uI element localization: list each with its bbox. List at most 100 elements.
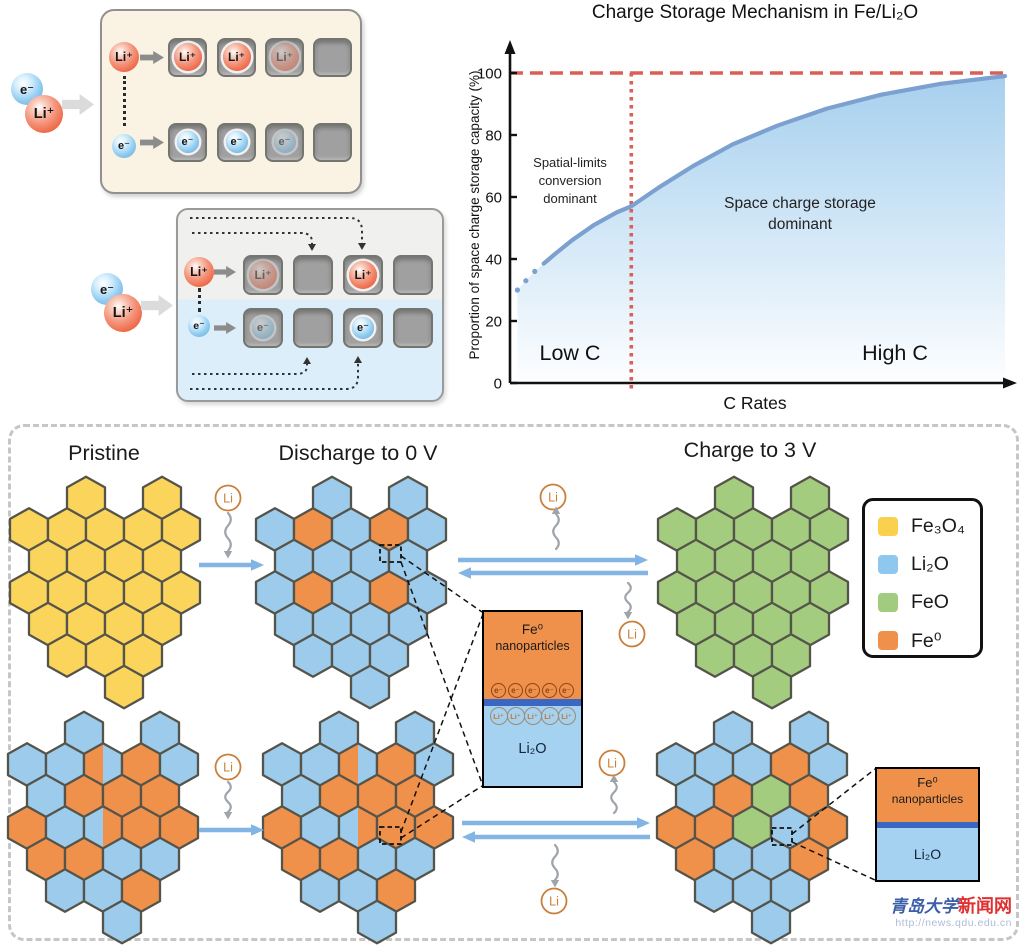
legend-label-li2o: Li₂O (911, 553, 949, 575)
cluster-charge-top (656, 475, 850, 710)
zoom-square (379, 826, 402, 845)
annotation-spatial-line1: Spatial-limits (533, 155, 607, 170)
hex-cell (44, 868, 86, 913)
watermark: 青岛大学新闻网 http://news.qdu.edu.cn (890, 896, 1012, 929)
chart-charge-storage: 0 20 40 60 80 100 Charge Storage Mechanism in… (467, 2, 1017, 413)
y-tick-label: 0 (494, 376, 502, 393)
electron-dot: e⁻ (525, 683, 540, 698)
zoom-connector (400, 555, 483, 613)
wavy-arrow (624, 581, 632, 614)
li-transfer-marker: Li (540, 843, 568, 915)
storage-cell (313, 38, 352, 77)
legend-item-fe0: Fe⁰ (878, 626, 980, 655)
li-circle-label: Li (607, 757, 617, 771)
electron-source: e⁻ (188, 315, 210, 337)
hex-half-right (358, 806, 377, 849)
hex-half-left (84, 743, 103, 786)
hex-half-right (103, 743, 122, 786)
electron-dot: e⁻ (559, 683, 574, 698)
interface-strip (484, 699, 581, 706)
wavy-arrowhead (550, 880, 560, 888)
legend-label-feo: FeO (911, 591, 949, 613)
li-circle-label: Li (627, 628, 637, 642)
pairing-dotted-line (197, 288, 201, 312)
curve-area-fill (517, 76, 1005, 383)
interface-strip-right (877, 822, 978, 828)
watermark-url: http://news.qdu.edu.cn (895, 917, 1012, 930)
li-circle (214, 753, 242, 781)
hex-cell (694, 633, 736, 678)
hex-cell (693, 868, 735, 913)
storage-cell (293, 255, 333, 295)
cluster-bottom-left (6, 710, 200, 945)
flow-arrow-head (251, 559, 264, 571)
li-circle-label: Li (223, 761, 233, 775)
wavy-arrowhead (551, 506, 561, 514)
legend-label-fe3o4: Fe₃O₄ (911, 515, 965, 537)
legend-label-fe0: Fe⁰ (911, 629, 942, 652)
hex-cell (299, 868, 341, 913)
annotation-space-charge-line2: dominant (768, 216, 832, 233)
li-transfer-marker: Li (539, 483, 567, 551)
hex-cell (103, 664, 145, 710)
li-transfer-marker: Li (598, 749, 626, 815)
hexagon-diagram: Li Li Li Li Li Li (6, 475, 876, 945)
hop-dotted-path (192, 232, 313, 246)
y-tick-label: 100 (477, 66, 502, 83)
li-ion-in-cell: Li⁺ (349, 261, 377, 289)
inset-main-nanoparticles-label: nanoparticles (495, 639, 570, 653)
pairing-dotted-line (122, 76, 126, 126)
chart-ylabel: Proportion of space charge storage capac… (467, 71, 482, 360)
electron-in-cell: e⁻ (352, 317, 374, 339)
legend-item-fe3o4: Fe₃O₄ (878, 512, 980, 541)
legend-item-li2o: Li₂O (878, 550, 980, 579)
electron-in-cell: e⁻ (252, 317, 274, 339)
li-ion-in-cell: Li⁺ (173, 43, 202, 71)
hop-arrowhead (354, 356, 362, 363)
cluster-discharge-top (254, 475, 448, 710)
zoom-connector (400, 785, 483, 839)
bottom-panel-border (8, 424, 1019, 941)
inset-right-nanoparticles-label: nanoparticles (891, 792, 964, 806)
annotation-space-charge-line1: Space charge storage (724, 195, 876, 212)
wavy-arrowhead (623, 612, 633, 620)
electron-in-cell: e⁻ (225, 131, 248, 153)
annotation-spatial-line3: dominant (543, 191, 597, 206)
li-ion-source: Li⁺ (109, 42, 139, 72)
watermark-site-red: 新闻网 (958, 896, 1012, 916)
legend-item-feo: FeO (878, 588, 980, 617)
curve-dotted-point (523, 278, 529, 284)
li-ion-dot: Li⁺ (557, 707, 576, 725)
zoom-square (771, 827, 793, 846)
legend-swatch-li2o (878, 555, 898, 574)
y-tick-label: 80 (485, 128, 502, 145)
label-low-c: Low C (540, 341, 601, 365)
x-axis-arrow (1003, 377, 1017, 389)
hex-half-left (84, 806, 103, 849)
flow-arrow-head (635, 554, 648, 566)
y-tick-label: 20 (485, 314, 502, 331)
li-ion-in-cell: Li⁺ (222, 43, 251, 71)
hex-cell (46, 633, 88, 678)
hop-dotted-path (190, 362, 359, 390)
electron-in-cell: e⁻ (176, 131, 199, 153)
hex-cell (292, 633, 334, 678)
li-transfer-marker: Li (214, 484, 242, 559)
hex-cell (750, 899, 792, 945)
electron-dot: e⁻ (542, 683, 557, 698)
inset-main-li2o-region: Li⁺ Li⁺ Li⁺ Li⁺ Li⁺ Li₂O (484, 706, 581, 786)
legend-swatch-fe3o4 (878, 517, 898, 536)
curve-dotted-point (532, 268, 538, 274)
curve-dotted-point (514, 287, 521, 293)
storage-cell (265, 123, 304, 162)
cluster-bottom-right (655, 710, 849, 945)
hop-dotted-path (190, 217, 363, 244)
curve (541, 74, 1008, 266)
wavy-arrow (224, 511, 232, 553)
flow-arrow-head (462, 831, 475, 843)
inset-right-li2o-region: Li₂O (877, 828, 978, 880)
li-ion-row: Li⁺ Li⁺ Li⁺ Li⁺ Li⁺ (489, 707, 576, 725)
electron-row: e⁻ e⁻ e⁻ e⁻ e⁻ (490, 683, 575, 698)
storage-cell (313, 123, 352, 162)
hop-dotted-path (192, 362, 308, 375)
